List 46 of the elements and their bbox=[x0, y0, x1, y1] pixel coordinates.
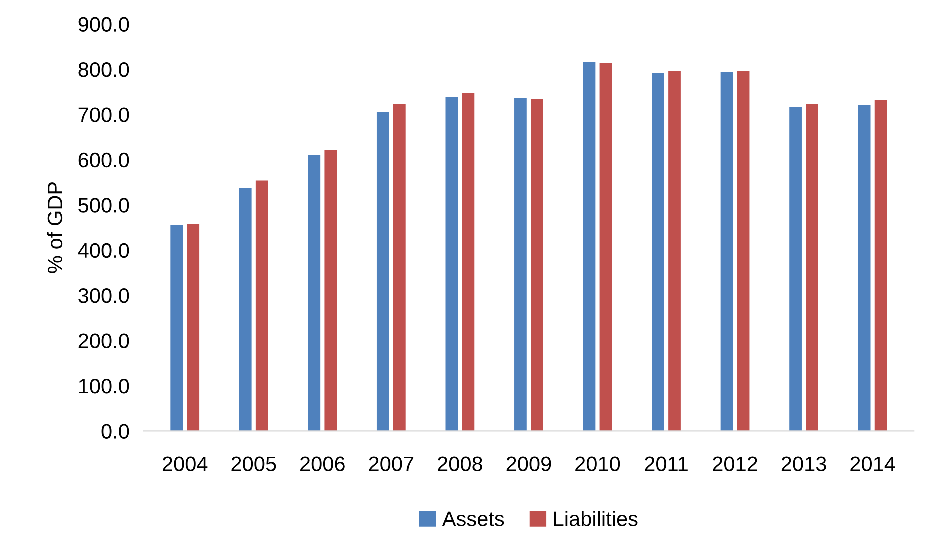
y-tick-label: 100.0 bbox=[79, 378, 130, 394]
bar bbox=[462, 93, 475, 432]
x-tick-label: 2004 bbox=[162, 456, 208, 472]
y-tick-label: 800.0 bbox=[78, 62, 130, 78]
bar bbox=[583, 62, 596, 432]
y-tick-label: 0.0 bbox=[102, 424, 130, 439]
bar bbox=[256, 180, 268, 432]
x-tick-label: 2013 bbox=[782, 456, 826, 472]
bar bbox=[737, 71, 750, 432]
x-tick-label: 2007 bbox=[369, 456, 414, 472]
bar bbox=[806, 104, 818, 432]
bar bbox=[308, 155, 321, 432]
y-tick-label: 400.0 bbox=[78, 243, 130, 258]
y-tick-label: 300.0 bbox=[78, 288, 130, 304]
bar bbox=[376, 112, 390, 432]
y-tick-label: 900.0 bbox=[78, 17, 130, 32]
bar bbox=[531, 99, 544, 432]
y-axis-title: % of GDP bbox=[47, 182, 63, 274]
y-tick-label: 200.0 bbox=[78, 334, 130, 349]
x-tick-label: 2005 bbox=[232, 456, 276, 472]
legend-label: Liabilities bbox=[554, 511, 638, 526]
bar bbox=[187, 224, 200, 432]
bar bbox=[668, 71, 681, 432]
bar bbox=[446, 98, 458, 432]
y-tick-label: 500.0 bbox=[78, 198, 130, 213]
bar bbox=[652, 73, 664, 432]
bar bbox=[393, 104, 406, 432]
bar bbox=[790, 107, 802, 432]
bar bbox=[858, 105, 871, 432]
bar bbox=[874, 100, 888, 432]
x-tick-label: 2011 bbox=[645, 456, 688, 472]
y-tick-label: 600.0 bbox=[78, 152, 130, 168]
x-tick-label: 2006 bbox=[300, 456, 345, 472]
x-tick-label: 2010 bbox=[576, 456, 620, 472]
bar bbox=[720, 72, 734, 432]
legend-label: Assets bbox=[442, 512, 504, 526]
bar bbox=[170, 225, 184, 432]
x-tick-label: 2009 bbox=[506, 456, 552, 472]
bar bbox=[324, 150, 338, 432]
x-tick-label: 2014 bbox=[850, 456, 896, 472]
x-tick-label: 2012 bbox=[713, 456, 758, 472]
x-tick-label: 2008 bbox=[438, 456, 482, 472]
y-tick-label: 700.0 bbox=[78, 108, 130, 122]
bar bbox=[514, 98, 527, 432]
bar bbox=[600, 63, 612, 432]
bar bbox=[239, 188, 252, 432]
